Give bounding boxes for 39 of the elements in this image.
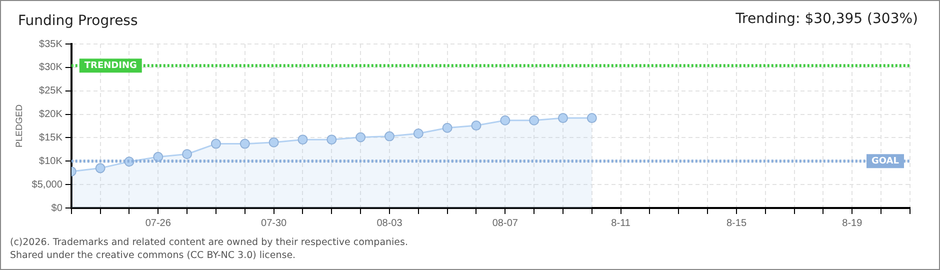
- point: [298, 134, 308, 145]
- point: [182, 149, 192, 160]
- y-tick-label: $30K: [39, 62, 63, 74]
- point: [326, 134, 337, 145]
- point: [586, 113, 597, 124]
- y-tick-label: $5,000: [32, 179, 63, 190]
- y-axis-title: PLEDGED: [14, 104, 24, 148]
- y-tick-label: $0: [51, 202, 63, 214]
- y-tick-label: $25K: [39, 86, 63, 97]
- point: [356, 132, 366, 142]
- point: [442, 122, 452, 133]
- x-tick-label: 8-15: [726, 218, 747, 229]
- chart-subtitle: Trending: $30,395 (303%): [736, 11, 918, 27]
- point: [384, 131, 394, 142]
- point: [529, 115, 540, 126]
- y-tick-label: $15K: [39, 132, 63, 144]
- point: [500, 115, 510, 126]
- ref-line-label: GOAL: [872, 156, 900, 166]
- y-tick-label: $20K: [39, 109, 63, 120]
- x-tick-label: 07-26: [145, 218, 172, 229]
- y-tick-label: $10K: [39, 156, 63, 167]
- text: (c)2026. Trademarks and related content are owned by their respective companies.: [10, 237, 408, 248]
- point: [471, 120, 482, 131]
- point: [210, 138, 221, 149]
- point: [558, 113, 568, 124]
- y-tick-label: $35K: [39, 38, 63, 50]
- x-tick-label: 8-19: [842, 218, 863, 229]
- text: Shared under the creative commons (CC BY-NC 3.0) license.: [10, 250, 296, 261]
- point: [153, 152, 164, 162]
- point: [268, 137, 279, 148]
- point: [95, 163, 106, 174]
- x-tick-label: 8-11: [611, 218, 631, 229]
- x-tick-label: 07-30: [261, 218, 288, 229]
- chart-title: Funding Progress: [18, 13, 138, 29]
- point: [413, 128, 424, 138]
- x-tick-label: 08-03: [376, 218, 403, 229]
- x-tick-label: 08-07: [492, 218, 518, 229]
- point: [240, 138, 250, 149]
- ref-line-label: TRENDING: [84, 60, 137, 71]
